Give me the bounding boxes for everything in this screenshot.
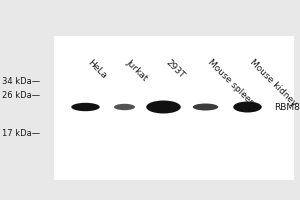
Ellipse shape <box>233 102 262 112</box>
Ellipse shape <box>114 104 135 110</box>
Text: 17 kDa—: 17 kDa— <box>2 130 40 138</box>
Text: 34 kDa—: 34 kDa— <box>2 76 40 86</box>
FancyBboxPatch shape <box>54 36 294 180</box>
Text: HeLa: HeLa <box>85 58 108 80</box>
Ellipse shape <box>71 103 100 111</box>
Ellipse shape <box>193 104 218 110</box>
Text: Jurkat: Jurkat <box>124 58 149 83</box>
Text: 293T: 293T <box>164 58 186 80</box>
Text: 26 kDa—: 26 kDa— <box>2 90 40 99</box>
Text: Mouse spleen: Mouse spleen <box>206 58 256 108</box>
Text: Mouse kidney: Mouse kidney <box>248 58 298 108</box>
Text: RBM8A: RBM8A <box>274 102 300 112</box>
Ellipse shape <box>146 100 181 114</box>
